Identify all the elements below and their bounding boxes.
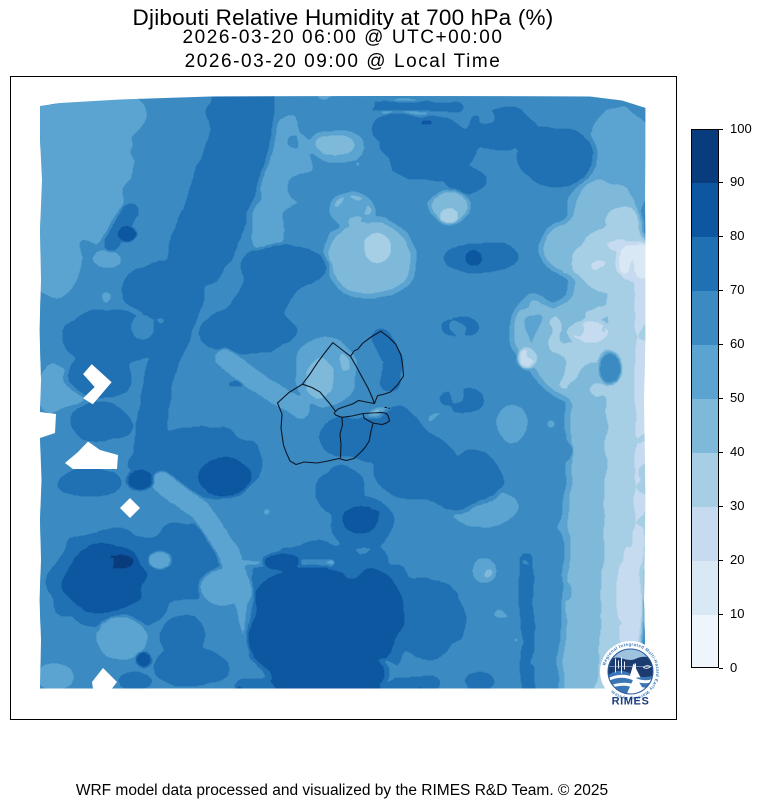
svg-text:RIMES: RIMES	[612, 696, 650, 708]
